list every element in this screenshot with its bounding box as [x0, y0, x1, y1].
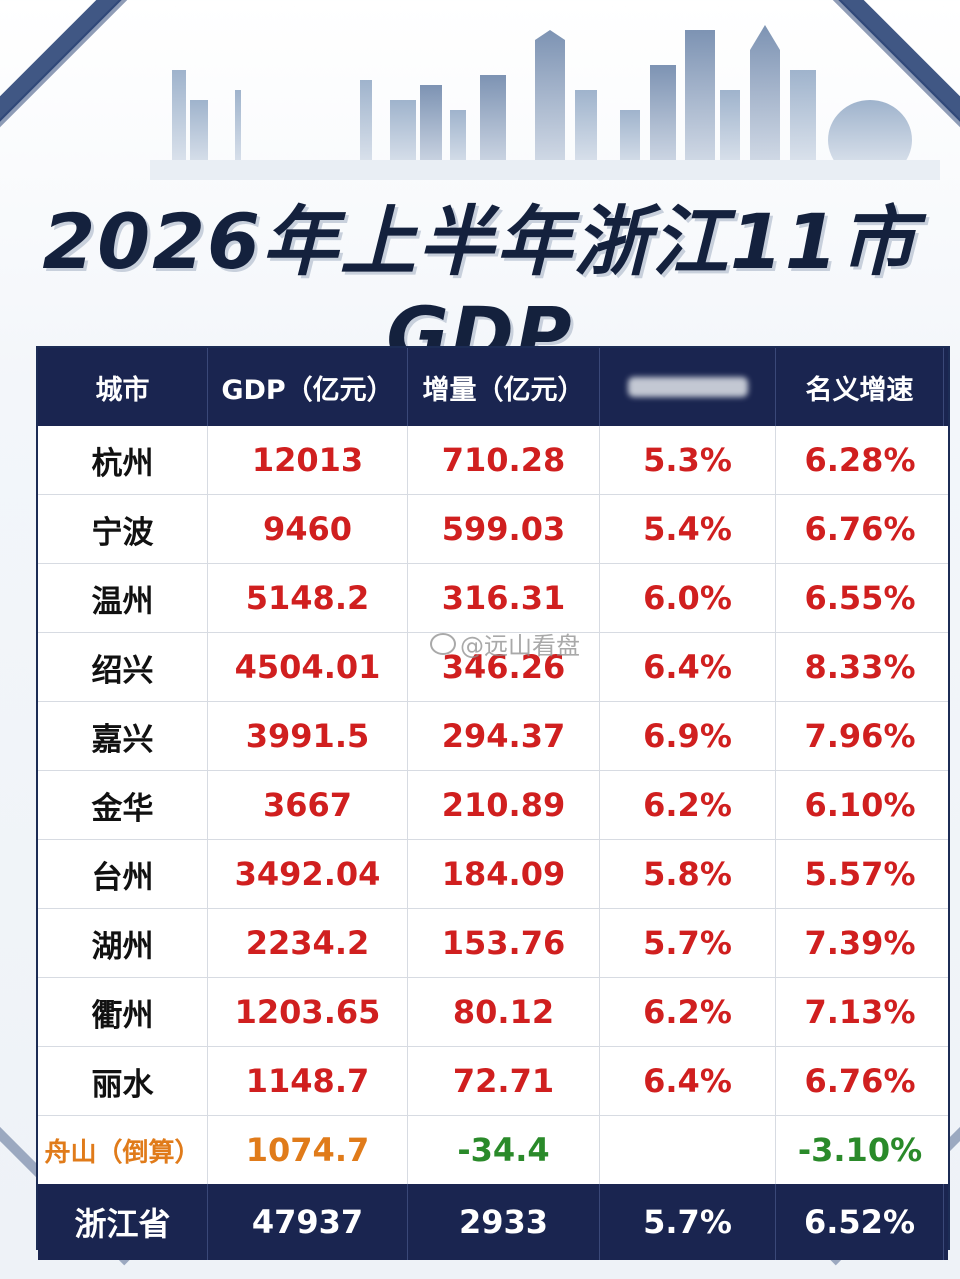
nominal-growth-cell: 7.39% [804, 924, 916, 962]
nominal-growth-cell: -3.10% [797, 1131, 923, 1169]
gdp-cell: 2234.2 [208, 909, 408, 977]
real-growth-cell: 5.4% [600, 495, 776, 563]
watermark-text: @远山看盘 [460, 632, 580, 660]
header-gdp: GDP（亿元） [208, 348, 408, 426]
real-growth-cell: 6.0% [600, 564, 776, 632]
city-cell: 衢州 [38, 978, 208, 1046]
gdp-cell: 3991.5 [208, 702, 408, 770]
header-nominal-growth: 名义增速 [776, 348, 944, 426]
city-cell: 绍兴 [38, 633, 208, 701]
table-row: 温州 5148.2 316.31 6.0% 6.55% [38, 564, 948, 633]
page-title: 2026年上半年浙江11市GDP [42, 197, 918, 379]
header-increment: 增量（亿元） [408, 348, 600, 426]
real-growth-cell: 6.4% [600, 1047, 776, 1115]
gdp-cell: 12013 [208, 426, 408, 494]
nominal-growth-cell: 6.10% [804, 786, 916, 824]
city-cell: 湖州 [38, 909, 208, 977]
city-cell: 温州 [38, 564, 208, 632]
table-row: 嘉兴 3991.5 294.37 6.9% 7.96% [38, 702, 948, 771]
table-total-row: 浙江省 47937 2933 5.7% 6.52% [38, 1184, 948, 1260]
watermark: @远山看盘 [430, 626, 580, 661]
header-city: 城市 [38, 348, 208, 426]
increment-cell: -34.4 [408, 1116, 600, 1184]
gdp-cell: 3492.04 [208, 840, 408, 908]
table-row: 舟山（倒算） 1074.7 -34.4 -3.10% [38, 1116, 948, 1184]
real-growth-cell: 6.2% [600, 771, 776, 839]
city-cell: 金华 [38, 771, 208, 839]
city-cell: 嘉兴 [38, 702, 208, 770]
total-increment: 2933 [408, 1184, 600, 1260]
increment-cell: 210.89 [408, 771, 600, 839]
increment-cell: 184.09 [408, 840, 600, 908]
blurred-label [627, 377, 748, 397]
nominal-growth-cell: 5.57% [804, 855, 916, 893]
real-growth-cell: 5.7% [600, 909, 776, 977]
increment-cell: 80.12 [408, 978, 600, 1046]
table-row: 宁波 9460 599.03 5.4% 6.76% [38, 495, 948, 564]
table-body: 杭州 12013 710.28 5.3% 6.28% 宁波 9460 599.03 5.4% 6.… [38, 426, 948, 1184]
gdp-cell: 1074.7 [208, 1116, 408, 1184]
skyline-illustration [150, 25, 940, 180]
header-real-growth [600, 348, 776, 426]
city-cell: 舟山（倒算） [38, 1116, 208, 1184]
table-row: 金华 3667 210.89 6.2% 6.10% [38, 771, 948, 840]
real-growth-cell: 5.8% [600, 840, 776, 908]
real-growth-cell [600, 1116, 776, 1184]
real-growth-cell: 6.9% [600, 702, 776, 770]
gdp-cell: 9460 [208, 495, 408, 563]
real-growth-cell: 6.4% [600, 633, 776, 701]
total-gdp: 47937 [208, 1184, 408, 1260]
table-row: 丽水 1148.7 72.71 6.4% 6.76% [38, 1047, 948, 1116]
nominal-growth-cell: 7.96% [804, 717, 916, 755]
city-cell: 杭州 [38, 426, 208, 494]
table-row: 衢州 1203.65 80.12 6.2% 7.13% [38, 978, 948, 1047]
nominal-growth-cell: 6.76% [804, 1062, 916, 1100]
increment-cell: 599.03 [408, 495, 600, 563]
total-nominal-growth: 6.52% [776, 1184, 944, 1260]
table-row: 湖州 2234.2 153.76 5.7% 7.39% [38, 909, 948, 978]
weibo-icon [430, 632, 456, 655]
table-row: 杭州 12013 710.28 5.3% 6.28% [38, 426, 948, 495]
increment-cell: 346.26 [408, 633, 600, 701]
city-cell: 台州 [38, 840, 208, 908]
gdp-cell: 5148.2 [208, 564, 408, 632]
increment-cell: 72.71 [408, 1047, 600, 1115]
gdp-cell: 4504.01 [208, 633, 408, 701]
gdp-table: 城市 GDP（亿元） 增量（亿元） 名义增速 杭州 12013 710.28 5.3%… [36, 346, 950, 1260]
city-cell: 宁波 [38, 495, 208, 563]
increment-cell: 294.37 [408, 702, 600, 770]
real-growth-cell: 6.2% [600, 978, 776, 1046]
corner-band [0, 0, 138, 127]
city-cell: 丽水 [38, 1047, 208, 1115]
total-city: 浙江省 [38, 1184, 208, 1260]
nominal-growth-cell: 8.33% [804, 648, 916, 686]
table-row: 台州 3492.04 184.09 5.8% 5.57% [38, 840, 948, 909]
nominal-growth-cell: 7.13% [804, 993, 916, 1031]
total-real-growth: 5.7% [600, 1184, 776, 1260]
increment-cell: 316.31 [408, 564, 600, 632]
table-row: 绍兴 4504.01 346.26 6.4% 8.33% [38, 633, 948, 702]
nominal-growth-cell: 6.28% [804, 441, 916, 479]
gdp-cell: 1203.65 [208, 978, 408, 1046]
increment-cell: 710.28 [408, 426, 600, 494]
increment-cell: 153.76 [408, 909, 600, 977]
table-header: 城市 GDP（亿元） 增量（亿元） 名义增速 [38, 348, 948, 426]
nominal-growth-cell: 6.55% [804, 579, 916, 617]
real-growth-cell: 5.3% [600, 426, 776, 494]
gdp-cell: 3667 [208, 771, 408, 839]
gdp-cell: 1148.7 [208, 1047, 408, 1115]
nominal-growth-cell: 6.76% [804, 510, 916, 548]
